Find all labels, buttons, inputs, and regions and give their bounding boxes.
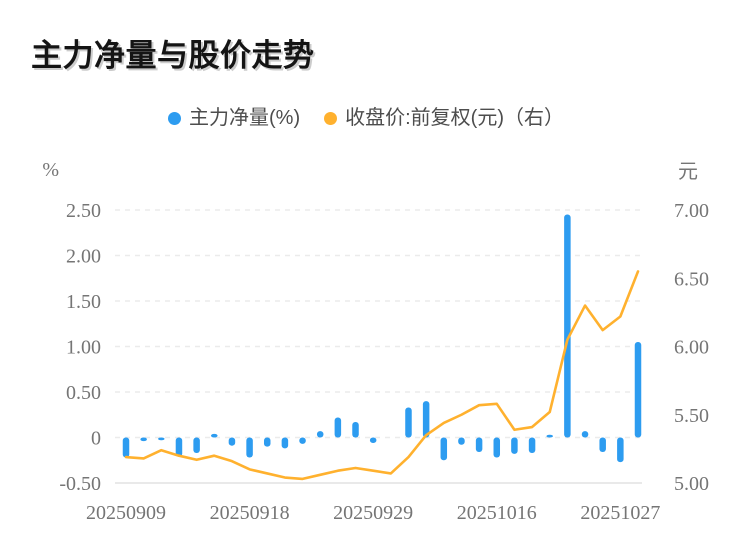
volume-bar bbox=[352, 422, 359, 438]
volume-bar bbox=[299, 437, 306, 444]
volume-bar bbox=[475, 437, 483, 453]
volume-bar bbox=[617, 437, 624, 463]
y-axis-label-right: 6.50 bbox=[674, 268, 709, 290]
volume-bar bbox=[599, 437, 606, 453]
volume-bar bbox=[211, 433, 218, 438]
x-axis-label: 20251027 bbox=[580, 502, 660, 524]
volume-bar bbox=[440, 437, 448, 461]
volume-bar bbox=[493, 437, 501, 458]
volume-bar bbox=[246, 437, 253, 458]
volume-bar bbox=[511, 437, 518, 454]
volume-bar bbox=[369, 437, 377, 443]
x-axis-label: 20250929 bbox=[333, 502, 413, 524]
x-axis-label: 20250918 bbox=[210, 502, 290, 524]
volume-bar bbox=[405, 407, 412, 438]
y-axis-label-left: 1.50 bbox=[66, 291, 101, 313]
y-axis-label-right: 5.00 bbox=[674, 473, 709, 495]
volume-bar bbox=[564, 214, 571, 438]
volume-bar bbox=[263, 437, 271, 447]
volume-bar bbox=[122, 437, 130, 458]
y-axis-label-right: 7.00 bbox=[674, 200, 709, 222]
y-axis-label-left: 0.50 bbox=[66, 382, 101, 404]
legend-dot-icon bbox=[324, 111, 338, 125]
volume-bar bbox=[422, 401, 430, 438]
left-axis-unit: % bbox=[42, 159, 59, 181]
legend-item-main-net-volume[interactable]: 主力净量(%) bbox=[168, 108, 300, 128]
y-axis-label-right: 5.50 bbox=[674, 405, 709, 427]
legend-label: 主力净量(%) bbox=[189, 107, 301, 129]
volume-bar bbox=[228, 437, 236, 446]
chart-title: 主力净量与股价走势 bbox=[31, 38, 315, 73]
price-line bbox=[124, 270, 640, 481]
x-axis-label: 20250909 bbox=[86, 502, 166, 524]
legend-label: 收盘价:前复权(元)（右） bbox=[345, 107, 564, 129]
volume-bar bbox=[546, 434, 553, 438]
right-axis-unit: 元 bbox=[678, 161, 698, 183]
y-axis-label-left: 1.00 bbox=[66, 337, 101, 359]
volume-bar bbox=[281, 437, 289, 449]
legend-item-close-price[interactable]: 收盘价:前复权(元)（右） bbox=[324, 108, 564, 128]
volume-bar bbox=[458, 437, 465, 445]
volume-bar bbox=[581, 431, 589, 438]
volume-bar bbox=[334, 417, 342, 438]
y-axis-label-left: 0 bbox=[91, 428, 101, 450]
volume-bar bbox=[193, 437, 200, 453]
volume-bar bbox=[158, 437, 165, 441]
volume-bar bbox=[140, 437, 147, 442]
volume-bar bbox=[175, 437, 183, 457]
y-axis-label-right: 6.00 bbox=[674, 337, 709, 359]
y-axis-label-left: 2.00 bbox=[66, 246, 101, 268]
y-axis-label-left: 2.50 bbox=[66, 200, 101, 222]
volume-bar bbox=[316, 431, 324, 438]
volume-bar bbox=[528, 437, 536, 453]
y-axis-label-left: -0.50 bbox=[59, 473, 101, 495]
volume-bar bbox=[634, 341, 642, 438]
legend-dot-icon bbox=[168, 111, 181, 125]
legend: 主力净量(%) 收盘价:前复权(元)（右） bbox=[0, 108, 732, 128]
x-axis-label: 20251016 bbox=[457, 502, 537, 524]
